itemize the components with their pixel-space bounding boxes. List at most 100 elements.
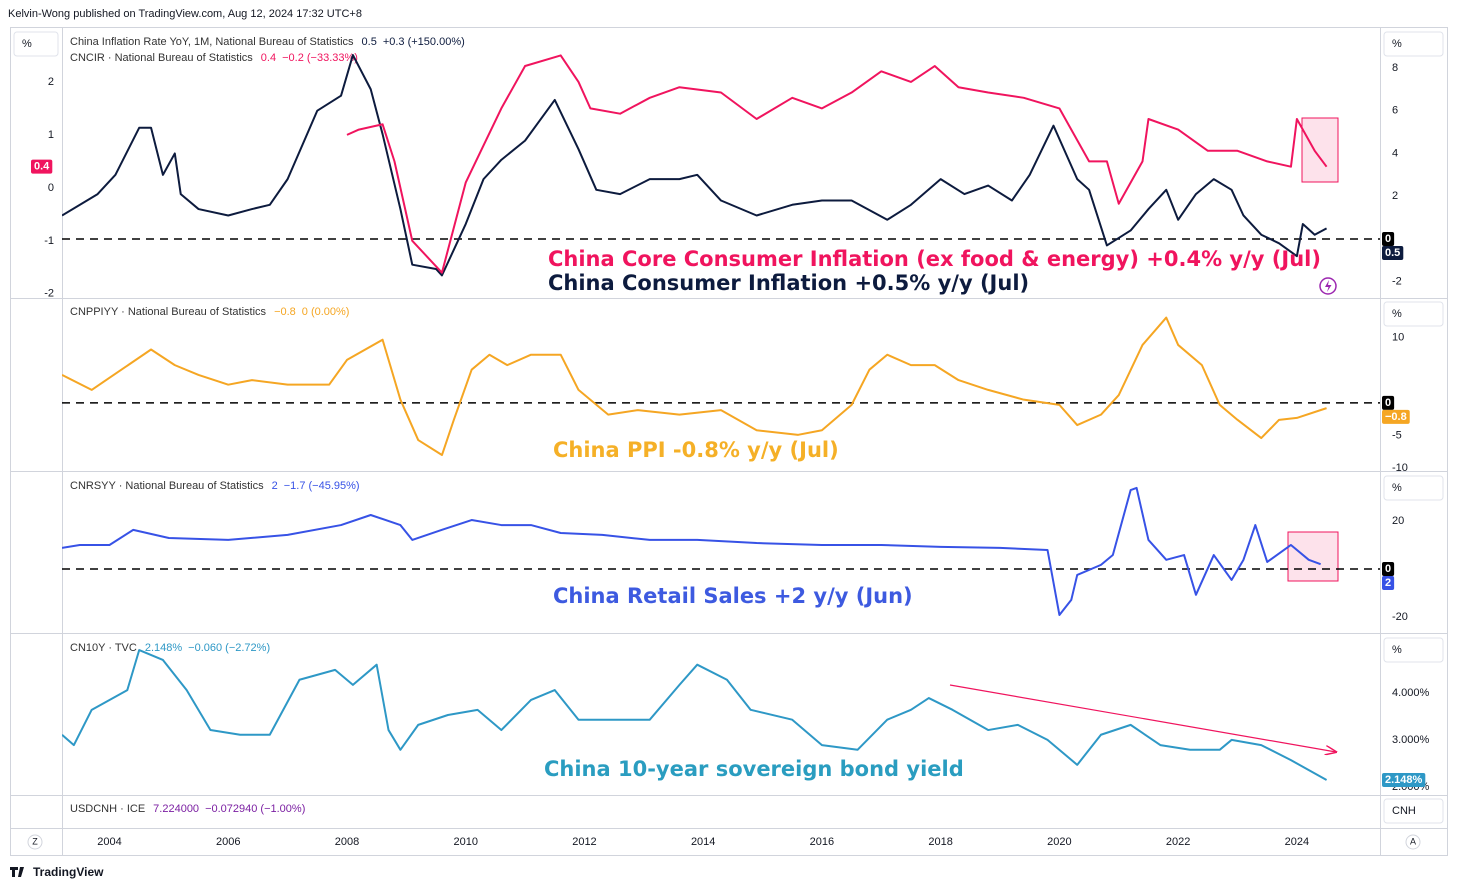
x-tick-label: 2004 — [97, 836, 121, 848]
legend-entry: CNRSYY · National Bureau of Statistics 2−… — [70, 480, 360, 492]
legend-change: −0.072940 (−1.00%) — [205, 803, 305, 815]
unit-label: % — [22, 38, 32, 50]
last-value-tag: 0.5 — [1385, 247, 1400, 259]
legend-entry: CN10Y · TVC 2.148% −0.060 (−2.72%) — [70, 642, 270, 654]
legend-last: 0.5 — [362, 36, 377, 48]
last-value-tag-bg — [31, 159, 53, 174]
series-line — [346, 54, 1328, 274]
y-tick-label: 4.000% — [1392, 687, 1430, 699]
x-tick-label: 2016 — [810, 836, 834, 848]
y-tick-label: 1 — [48, 129, 54, 141]
last-value-tag-bg — [1382, 409, 1410, 424]
y-tick-label: -1 — [44, 235, 54, 247]
header: Kelvin-Wong published on TradingView.com… — [8, 8, 362, 20]
series-line — [62, 486, 1321, 616]
y-tick-label: -2 — [44, 288, 54, 300]
unit-label: % — [1392, 482, 1402, 494]
annotation: China Core Consumer Inflation (ex food &… — [548, 247, 1321, 271]
last-value-tag: 0.4 — [34, 161, 50, 173]
annotation: China PPI -0.8% y/y (Jul) — [553, 438, 839, 462]
legend-change: −0.2 (−33.33%) — [282, 52, 358, 64]
x-tick-label: 2020 — [1047, 836, 1071, 848]
legend-last: −0.8 — [274, 306, 296, 318]
unit-label: % — [1392, 644, 1402, 656]
unit-box — [1383, 31, 1444, 57]
y-tick-label: 4 — [1392, 147, 1398, 159]
unit-box — [1383, 637, 1444, 663]
legend-change: 0 (0.00%) — [302, 306, 350, 318]
frame — [10, 27, 1448, 856]
last-value-tag: 2.148% — [1385, 774, 1423, 786]
series-line — [62, 54, 1328, 277]
y-tick-label: -2 — [1392, 276, 1402, 288]
highlight-box — [1287, 531, 1339, 582]
legend-last: 2 — [272, 480, 278, 492]
button-z[interactable] — [27, 834, 43, 850]
y-tick-label: 10 — [1392, 332, 1404, 344]
series-line — [62, 649, 1328, 781]
unit-box — [1383, 475, 1444, 501]
x-tick-label: 2012 — [572, 836, 596, 848]
button-a[interactable] — [1405, 834, 1421, 850]
series-line — [62, 316, 1327, 457]
legend-change: −0.060 (−2.72%) — [188, 642, 270, 654]
alert-icon — [1319, 277, 1337, 295]
last-value-tag-bg — [1382, 772, 1426, 787]
y-tick-label: 2 — [1392, 190, 1398, 202]
annotation: China 10-year sovereign bond yield — [544, 757, 964, 781]
y-tick-label: -10 — [1392, 462, 1408, 474]
button-z-label[interactable]: Z — [32, 836, 38, 846]
legend-name: CNPPIYY · National Bureau of Statistics — [70, 306, 267, 318]
last-value-tag: 2 — [1385, 577, 1391, 589]
reference-tag: 0 — [1385, 233, 1391, 245]
x-tick-label: 2022 — [1166, 836, 1190, 848]
y-tick-label: 2 — [48, 76, 54, 88]
legend-entry: China Inflation Rate YoY, 1M, National B… — [70, 36, 465, 48]
y-tick-label: 8 — [1392, 62, 1398, 74]
y-tick-label: 6 — [1392, 105, 1398, 117]
reference-tag: 0 — [1385, 563, 1391, 575]
footer: TradingView — [33, 865, 104, 879]
last-value-tag: −0.8 — [1385, 411, 1407, 423]
legend-last: 7.224000 — [153, 803, 199, 815]
annotation: China Consumer Inflation +0.5% y/y (Jul) — [548, 271, 1029, 295]
unit-label: % — [1392, 308, 1402, 320]
legend-name: USDCNH · ICE — [70, 803, 145, 815]
legend-change: +0.3 (+150.00%) — [383, 36, 465, 48]
unit-label: CNH — [1392, 805, 1416, 817]
reference-tag-bg — [1382, 395, 1395, 410]
legend-name: China Inflation Rate YoY, 1M, National B… — [70, 36, 354, 48]
x-tick-label: 2024 — [1285, 836, 1309, 848]
legend-last: 2.148% — [145, 642, 183, 654]
y-tick-label: 0 — [48, 182, 54, 194]
reference-tag: 0 — [1385, 397, 1391, 409]
reference-tag-bg — [1382, 561, 1395, 576]
y-tick-label: -20 — [1392, 611, 1408, 623]
x-tick-label: 2008 — [335, 836, 359, 848]
legend-name: CNCIR · National Bureau of Statistics — [70, 52, 253, 64]
highlight-box — [1301, 117, 1339, 183]
reference-tag-bg — [1382, 232, 1395, 247]
legend-change: −1.7 (−45.95%) — [284, 480, 360, 492]
x-tick-label: 2014 — [691, 836, 715, 848]
button-a-label[interactable]: A — [1410, 836, 1416, 846]
last-value-tag-bg — [1382, 246, 1404, 261]
legend-entry: CNCIR · National Bureau of Statistics 0.4… — [70, 52, 358, 64]
unit-box — [13, 31, 59, 57]
legend-entry: USDCNH · ICE 7.224000 −0.072940 (−1.00%) — [70, 803, 305, 815]
trend-arrow — [949, 684, 1336, 752]
unit-box — [1383, 798, 1444, 824]
legend-entry: CNPPIYY · National Bureau of Statistics −… — [70, 306, 349, 318]
y-tick-label: 20 — [1392, 515, 1404, 527]
last-value-tag-bg — [1382, 575, 1395, 590]
x-tick-label: 2018 — [928, 836, 952, 848]
unit-label: % — [1392, 38, 1402, 50]
y-tick-label: 3.000% — [1392, 734, 1430, 746]
y-tick-label: -5 — [1392, 429, 1402, 441]
legend-name: CN10Y · TVC — [70, 642, 137, 654]
legend-name: CNRSYY · National Bureau of Statistics — [70, 480, 264, 492]
x-tick-label: 2006 — [216, 836, 240, 848]
x-tick-label: 2010 — [453, 836, 477, 848]
